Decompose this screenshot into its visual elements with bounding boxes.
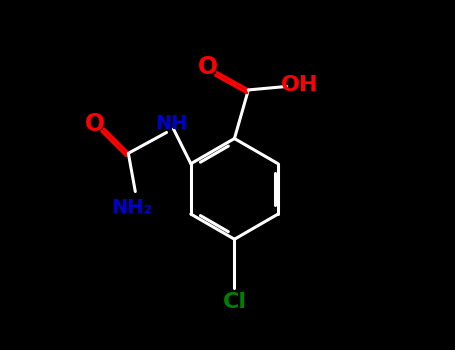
Text: O: O (85, 112, 106, 136)
Text: OH: OH (281, 75, 318, 95)
Text: NH₂: NH₂ (111, 198, 152, 217)
Text: NH: NH (156, 114, 188, 133)
Text: O: O (198, 55, 218, 79)
Text: Cl: Cl (222, 292, 247, 312)
